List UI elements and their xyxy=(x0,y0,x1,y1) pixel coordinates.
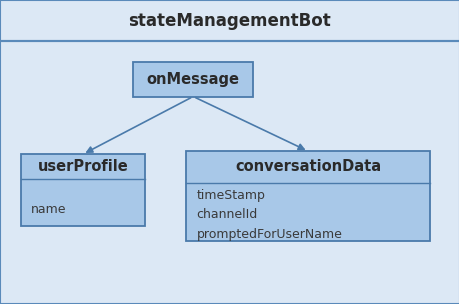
Text: userProfile: userProfile xyxy=(37,159,128,174)
Text: stateManagementBot: stateManagementBot xyxy=(129,12,330,29)
Bar xyxy=(133,61,252,97)
Text: promptedForUserName: promptedForUserName xyxy=(196,228,341,241)
Text: timeStamp: timeStamp xyxy=(196,189,265,202)
Bar xyxy=(21,154,145,226)
Text: channelId: channelId xyxy=(196,208,257,221)
Text: onMessage: onMessage xyxy=(146,71,239,87)
Bar xyxy=(0,0,459,41)
Text: conversationData: conversationData xyxy=(235,159,381,174)
Text: name: name xyxy=(31,203,66,216)
Bar xyxy=(186,151,429,241)
